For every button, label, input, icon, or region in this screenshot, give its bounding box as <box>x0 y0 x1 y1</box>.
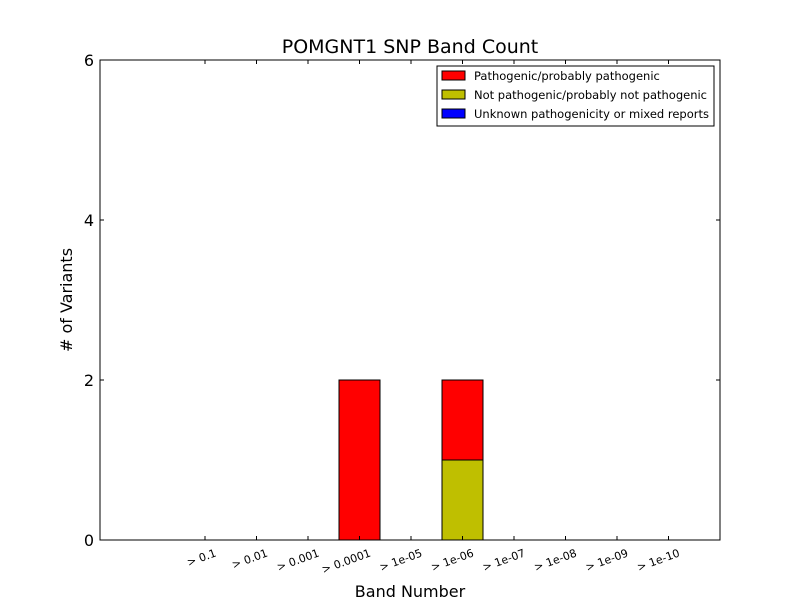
bar-segment-2-6 <box>441 379 484 461</box>
bars-layer <box>338 379 484 541</box>
bar-segment-1-6 <box>441 459 484 541</box>
legend-box <box>436 65 715 127</box>
legend-swatch <box>441 70 466 81</box>
bar-segment-2-4 <box>338 379 381 541</box>
y-tick-label: 4 <box>84 211 94 230</box>
y-tick-label: 2 <box>84 371 94 390</box>
y-tick-label: 6 <box>84 51 94 70</box>
x-axis-label: Band Number <box>355 582 466 600</box>
y-axis-label: # of Variants <box>57 248 76 352</box>
legend-label: Unknown pathogenicity or mixed reports <box>474 107 709 121</box>
legend-label: Pathogenic/probably pathogenic <box>474 69 660 83</box>
plot-frame <box>99 59 721 541</box>
legend-label: Not pathogenic/probably not pathogenic <box>474 88 707 102</box>
y-tick-label: 0 <box>84 531 94 550</box>
legend: Pathogenic/probably pathogenic Not pathog… <box>436 65 715 127</box>
chart-title: POMGNT1 SNP Band Count <box>282 36 539 58</box>
legend-swatch <box>441 89 466 100</box>
y-axis-ticks: 0 2 4 6 <box>84 51 720 550</box>
legend-swatch <box>441 108 466 119</box>
